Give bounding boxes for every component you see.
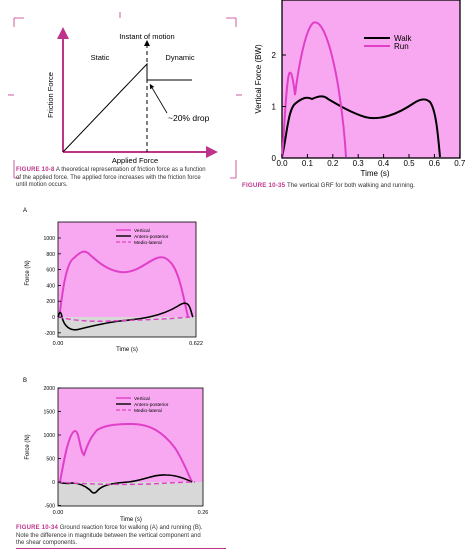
instant-arrow-icon xyxy=(144,40,150,46)
y-tick-label: 0 xyxy=(272,154,277,163)
y-tick-label: 800 xyxy=(46,252,55,258)
x-tick-label: 0.3 xyxy=(353,159,365,168)
panel-b-positive-region xyxy=(58,388,203,482)
running-grf-chart: B 2000 1500 1000 500 0 -500 0.00 0.26 Time (s… xyxy=(23,378,208,523)
ground-reaction-caption-line: Ground reaction force for walking (A) an… xyxy=(59,525,203,531)
vertical-force-line xyxy=(59,250,189,318)
y-tick-label: 2 xyxy=(272,51,277,60)
legend-walk-label: Walk xyxy=(394,34,412,43)
y-tick-label: 0 xyxy=(52,480,55,486)
walk-series-line xyxy=(281,95,441,158)
panel-b-x-end: 0.26 xyxy=(198,510,209,516)
panel-b-negative-region xyxy=(58,482,203,506)
y-tick-label: 1000 xyxy=(43,236,55,242)
panel-b-y-label: Force (N) xyxy=(25,434,31,459)
medio-lateral-force-line xyxy=(57,481,196,486)
antero-posterior-force-line xyxy=(57,474,193,494)
ground-reaction-caption: FIGURE 10-34 Ground reaction force for w… xyxy=(16,525,226,549)
panel-b-label: B xyxy=(23,378,27,384)
grf-caption: FIGURE 10-35 The vertical GRF for both w… xyxy=(242,182,472,190)
ground-reaction-caption-line: Note the difference in magnitude between… xyxy=(16,532,201,539)
y-tick-label: 400 xyxy=(46,283,55,289)
y-tick-label: 1500 xyxy=(43,410,55,416)
grf-plot-frame xyxy=(281,0,461,159)
drop-pointer xyxy=(149,83,168,114)
grf-plot-area xyxy=(282,0,460,158)
friction-curve xyxy=(62,62,192,153)
y-tick-label: -500 xyxy=(45,504,55,510)
y-tick-label: 0 xyxy=(52,315,55,321)
friction-caption-fig: FIGURE 10-8 xyxy=(16,167,55,173)
legend-ml-label: Medio-lateral xyxy=(134,408,162,414)
panel-a-label: A xyxy=(23,208,27,214)
friction-x-label: Applied Force xyxy=(112,156,158,165)
x-tick-label: 0.4 xyxy=(378,159,390,168)
vertical-force-line xyxy=(59,422,193,483)
drop-label: ~20% drop xyxy=(168,113,210,123)
friction-y-label: Friction Force xyxy=(46,72,55,118)
ground-reaction-caption-line: the shear components. xyxy=(16,540,78,546)
grf-y-label: Vertical Force (BW) xyxy=(254,44,263,114)
friction-caption-line: until motion occurs. xyxy=(16,182,68,188)
legend-run-label: Run xyxy=(394,42,409,51)
y-tick-label: 1 xyxy=(272,103,277,112)
x-tick-label: 0.2 xyxy=(327,159,339,168)
x-tick-label: 0.5 xyxy=(403,159,415,168)
antero-posterior-force-line xyxy=(57,302,194,331)
dynamic-label: Dynamic xyxy=(165,53,194,62)
y-tick-label: 200 xyxy=(46,299,55,305)
friction-caption: FIGURE 10-8 A theoretical representation… xyxy=(16,167,238,190)
legend-ap-label: Antero-posterior xyxy=(134,402,169,408)
legend-ap-label: Antero-posterior xyxy=(134,234,169,240)
y-tick-label: 500 xyxy=(46,457,55,463)
x-tick-label: 0.0 xyxy=(276,159,288,168)
panel-a-positive-region xyxy=(58,222,196,317)
panel-a-x-end: 0.622 xyxy=(189,341,203,347)
x-tick-label: 0.7 xyxy=(454,159,466,168)
y-tick-label: 1000 xyxy=(43,433,55,439)
static-label: Static xyxy=(91,53,110,62)
grf-x-label: Time (s) xyxy=(360,169,389,178)
friction-figure: Instant of motion Static Dynamic ~20% dr… xyxy=(8,12,242,179)
legend-vertical-label: Vertical xyxy=(134,228,150,234)
y-tick-label: 600 xyxy=(46,268,55,274)
panel-a-negative-region xyxy=(58,317,196,337)
run-series-line xyxy=(281,21,347,158)
medio-lateral-force-line xyxy=(57,316,191,322)
panel-b-x-start: 0.00 xyxy=(53,510,64,516)
frame-bracket xyxy=(13,17,237,179)
instant-of-motion-label: Instant of motion xyxy=(119,32,174,41)
x-tick-label: 0.6 xyxy=(429,159,441,168)
panel-a-x-start: 0.00 xyxy=(53,341,64,347)
panel-a-x-label: Time (s) xyxy=(116,347,138,353)
grf-caption-text: The vertical GRF for both walking and ru… xyxy=(286,182,415,189)
legend-ml-label: Medio-lateral xyxy=(134,240,162,246)
y-tick-label: -200 xyxy=(45,331,55,337)
panel-b-frame xyxy=(57,387,204,507)
ground-reaction-caption-fig: FIGURE 10-34 xyxy=(16,525,59,531)
panel-a-frame xyxy=(57,221,197,338)
legend-vertical-label: Vertical xyxy=(134,396,150,402)
grf-chart: 0.0 0.1 0.2 0.3 0.4 0.5 0.6 0.7 0 1 2 Walk Run Ve… xyxy=(254,0,466,178)
friction-caption-line: of the applied force. The applied force … xyxy=(16,174,201,181)
panel-a-y-label: Force (N) xyxy=(25,260,31,285)
x-tick-label: 0.1 xyxy=(302,159,314,168)
grf-caption-fig: FIGURE 10-35 xyxy=(242,182,286,189)
panel-b-x-label: Time (s) xyxy=(120,517,142,523)
walking-grf-chart: A 1000 800 600 400 200 0 -200 0.00 0.622 Time … xyxy=(23,208,203,353)
friction-caption-line: A theoretical representation of friction… xyxy=(55,167,206,173)
y-tick-label: 2000 xyxy=(43,386,55,392)
